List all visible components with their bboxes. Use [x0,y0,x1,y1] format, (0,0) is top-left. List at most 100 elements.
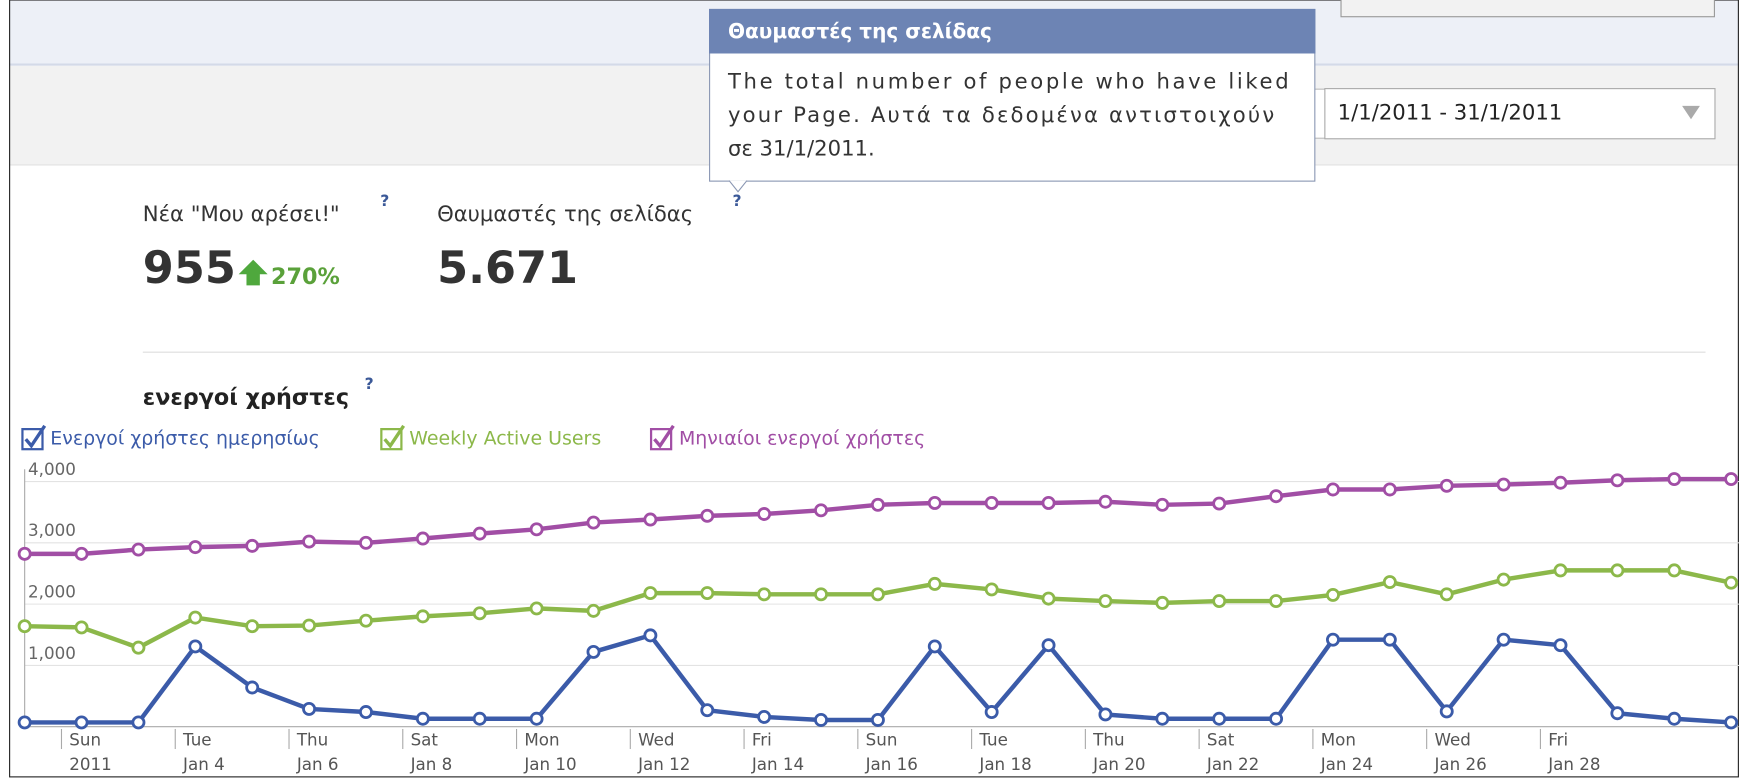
x-tick-label: Tue [182,730,212,750]
y-tick-label: 4,000 [28,459,76,479]
x-tick-label: Jan 26 [1433,754,1486,774]
data-point [188,540,203,555]
legend-check [653,424,675,449]
x-tick-label: Jan 28 [1547,754,1600,774]
y-tick-label: 3,000 [28,520,76,540]
data-point [757,709,772,724]
data-point [700,586,715,601]
data-point [188,610,203,625]
data-point [245,680,260,695]
y-tick-label: 2,000 [28,581,76,601]
data-point [870,587,885,602]
x-tick-label: Jan 18 [978,754,1031,774]
x-tick-label: Sat [411,730,439,750]
data-point [1553,638,1568,653]
data-point [472,711,487,726]
data-point [358,705,373,719]
data-point [1610,563,1625,578]
stat-value: 955 [143,242,236,294]
data-point [188,639,203,654]
x-tick-label: Sat [1207,730,1235,750]
data-point [1325,482,1340,497]
data-point [17,546,32,561]
chart-title: ενεργοί χρήστες [143,384,349,410]
tooltip-header [709,8,1316,54]
tooltip: Θαυμαστές της σελίδας The total number o… [709,8,1316,193]
x-tick-label: Jan 10 [523,754,576,774]
x-tick-label: Jan 20 [1092,754,1145,774]
stat-label: Θαυμαστές της σελίδας [437,201,693,226]
data-point [74,715,89,730]
data-point [17,619,32,634]
data-point [131,542,146,557]
x-tick-label: Jan 14 [751,754,804,774]
legend-label: Ενεργοί χρήστες ημερησίως [50,428,319,450]
data-point [1098,707,1113,722]
data-point [1269,489,1284,504]
up-arrow [238,259,268,286]
data-point [358,535,373,550]
data-point [1667,563,1682,578]
tooltip-text: σε 31/1/2011. [728,135,875,160]
data-point [984,705,999,719]
data-point [700,703,715,718]
data-point [814,503,828,518]
top-box[interactable] [1340,0,1715,18]
x-tick-label: Sun [866,730,898,750]
x-tick-label: Mon [1321,730,1356,750]
data-point [472,606,487,621]
data-point [529,711,544,726]
data-point [643,628,658,643]
data-point [586,603,601,618]
data-point [1155,711,1170,726]
x-tick-label: Thu [296,730,328,750]
data-point [415,609,430,624]
x-tick-label: Wed [638,730,674,750]
data-point [1382,575,1397,590]
data-point [17,715,32,730]
x-tick-label: Jan 16 [865,754,918,774]
x-tick-label: Jan 4 [182,754,225,774]
data-point [1269,711,1284,726]
x-tick-label: Jan 6 [296,754,339,774]
data-point [927,496,942,510]
x-tick-label: Sun [69,730,101,750]
data-point [472,526,487,541]
data-point [1667,472,1682,487]
x-tick-label: Mon [524,730,559,750]
data-point [74,620,89,635]
y-tick-label: 1,000 [28,643,76,663]
help-mark[interactable]: ? [380,192,389,210]
x-tick-label: Jan 24 [1320,754,1373,774]
data-point [358,613,373,628]
data-point [927,576,942,591]
legend-label: Μηνιαίοι ενεργοί χρήστες [679,428,925,450]
x-tick-label: Fri [752,730,772,750]
data-point [1041,496,1056,510]
stat-change: 270% [271,264,340,290]
data-point [586,644,601,659]
data-point [1269,594,1284,609]
data-point [1382,632,1397,647]
data-point [586,515,601,530]
data-point [1553,475,1568,490]
stat-label: Νέα "Μου αρέσει!" [143,201,340,226]
data-point [1098,494,1113,509]
plot: 1,000 2,000 3,000 4,000 Sun 2011 Tue Jan 4 Thu Ja… [17,459,1739,774]
help-mark[interactable]: ? [365,375,374,393]
data-point [984,496,999,510]
data-point [1098,594,1113,609]
data-point [1325,587,1340,602]
data-point [870,713,885,727]
help-mark[interactable]: ? [732,192,741,210]
data-point [1155,595,1170,610]
data-point [1667,711,1682,726]
date-picker[interactable] [1324,88,1716,140]
legend-label: Weekly Active Users [409,428,601,450]
data-point [415,531,430,546]
date-range[interactable]: 1/1/2011 - 31/1/2011 [1338,100,1563,125]
x-tick-label: Jan 12 [637,754,690,774]
data-point [1610,473,1625,488]
x-tick-label: Tue [978,730,1008,750]
